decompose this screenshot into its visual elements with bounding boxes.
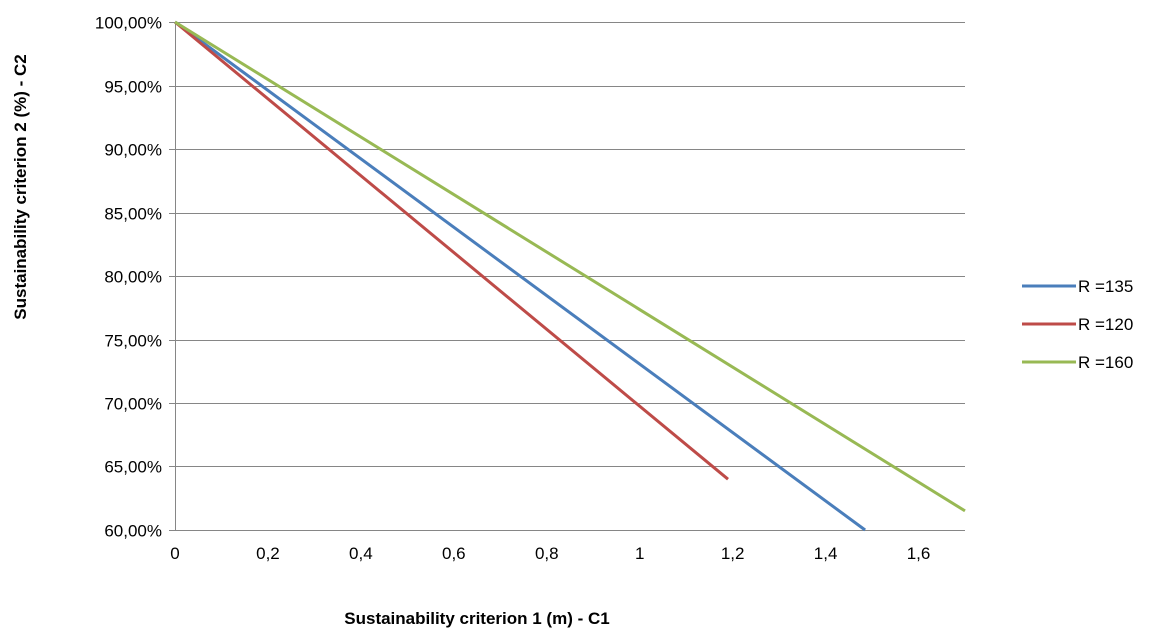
legend-label: R =160 — [1078, 353, 1133, 372]
series-line-3 — [174, 20, 966, 513]
y-tick-label: 100,00% — [95, 14, 162, 33]
y-tick-label: 90,00% — [104, 141, 162, 160]
x-tick-label: 0,2 — [256, 544, 280, 563]
x-tick-label: 1 — [635, 544, 644, 563]
y-axis-title: Sustainability criterion 2 (%) - C2 — [11, 54, 30, 319]
y-tick-label: 95,00% — [104, 78, 162, 97]
legend-label: R =135 — [1078, 277, 1133, 296]
y-tick-label: 75,00% — [104, 332, 162, 351]
series-lines — [174, 20, 966, 532]
x-tick-label: 1,4 — [814, 544, 838, 563]
y-tick-label: 70,00% — [104, 395, 162, 414]
y-tick-label: 60,00% — [104, 522, 162, 541]
tick-labels: 100,00% 95,00% 90,00% 85,00% 80,00% 75,00% 70,… — [95, 14, 930, 564]
legend: R =135 R =120 R =160 — [1022, 277, 1133, 372]
x-tick-label: 1,2 — [721, 544, 745, 563]
gridlines — [169, 22, 965, 531]
x-tick-label: 0,8 — [535, 544, 559, 563]
series-line-1 — [174, 20, 866, 532]
series-line-2 — [174, 20, 729, 481]
legend-label: R =120 — [1078, 315, 1133, 334]
x-tick-label: 0 — [170, 544, 179, 563]
y-tick-label: 65,00% — [104, 458, 162, 477]
x-axis-title: Sustainability criterion 1 (m) - C1 — [344, 609, 609, 628]
y-tick-label: 85,00% — [104, 205, 162, 224]
x-tick-label: 1,6 — [907, 544, 931, 563]
y-tick-label: 80,00% — [104, 268, 162, 287]
x-tick-label: 0,6 — [442, 544, 466, 563]
x-tick-label: 0,4 — [349, 544, 373, 563]
